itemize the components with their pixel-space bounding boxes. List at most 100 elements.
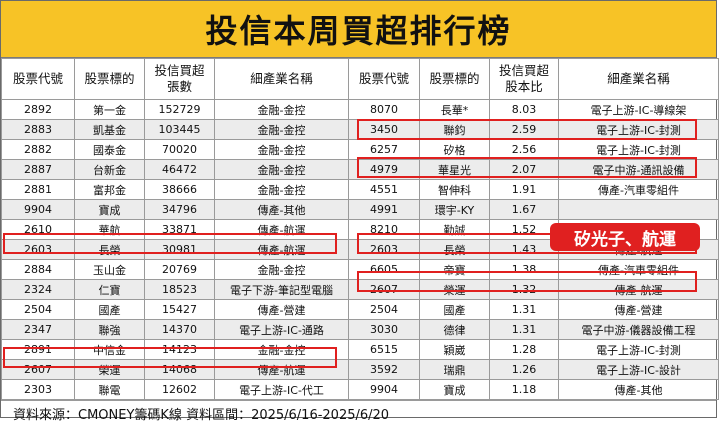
table-cell: 富邦金 bbox=[74, 179, 145, 200]
table-row: 2347 聯強 14370 電子上游-IC-通路 3030 德律 1.31 電子中游-儀器設備… bbox=[1, 319, 719, 340]
table-cell: 電子下游-筆記型電腦 bbox=[214, 279, 349, 300]
table-cell: 2.59 bbox=[489, 119, 559, 140]
table-cell: 勤誠 bbox=[419, 219, 490, 240]
theme-callout-label: 矽光子、航運 bbox=[550, 223, 700, 251]
table-row: 2881 富邦金 38666 金融-金控 4551 智伸科 1.91 傳產-汽車零組件 bbox=[1, 179, 719, 200]
table-cell: 金融-金控 bbox=[214, 99, 349, 120]
table-cell: 金融-金控 bbox=[214, 259, 349, 280]
table-cell: 2610 bbox=[1, 219, 75, 240]
table-cell: 6605 bbox=[348, 259, 420, 280]
table-cell: 國泰金 bbox=[74, 139, 145, 160]
table-cell: 電子上游-IC-封測 bbox=[558, 339, 719, 360]
table-cell: 傳產-營建 bbox=[214, 299, 349, 320]
table-cell: 1.67 bbox=[489, 199, 559, 220]
table-header-row: 股票代號 股票標的 投信買超 張數 細產業名稱 股票代號 股票標的 投信買超 股本比 細產業名… bbox=[1, 58, 719, 100]
column-header: 投信買超 股本比 bbox=[489, 58, 559, 100]
ranking-table: 股票代號 股票標的 投信買超 張數 細產業名稱 股票代號 股票標的 投信買超 股本比 細產業名… bbox=[1, 58, 719, 400]
table-cell: 1.38 bbox=[489, 259, 559, 280]
table-cell: 6257 bbox=[348, 139, 420, 160]
table-cell: 金融-金控 bbox=[214, 179, 349, 200]
table-cell: 電子上游-IC-通路 bbox=[214, 319, 349, 340]
table-cell: 70020 bbox=[144, 139, 215, 160]
table-cell: 2884 bbox=[1, 259, 75, 280]
table-cell: 金融-金控 bbox=[214, 159, 349, 180]
table-cell: 18523 bbox=[144, 279, 215, 300]
table-cell: 電子上游-IC-導線架 bbox=[558, 99, 719, 120]
table-cell: 電子中游-通訊設備 bbox=[558, 159, 719, 180]
table-cell: 2.07 bbox=[489, 159, 559, 180]
table-cell: 環宇-KY bbox=[419, 199, 490, 220]
table-cell: 1.26 bbox=[489, 359, 559, 380]
table-cell: 2891 bbox=[1, 339, 75, 360]
table-cell: 38666 bbox=[144, 179, 215, 200]
table-row: 2884 玉山金 20769 金融-金控 6605 帝寶 1.38 傳產-汽車零組件 bbox=[1, 259, 719, 280]
table-cell: 4979 bbox=[348, 159, 420, 180]
table-row: 2303 聯電 12602 電子上游-IC-代工 9904 寶成 1.18 傳產-其他 bbox=[1, 379, 719, 400]
table-cell: 傳產-航運 bbox=[214, 219, 349, 240]
table-cell: 榮運 bbox=[419, 279, 490, 300]
table-cell: 傳產-汽車零組件 bbox=[558, 259, 719, 280]
table-cell: 電子上游-IC-封測 bbox=[558, 119, 719, 140]
board-title: 投信本周買超排行榜 bbox=[1, 1, 716, 58]
table-cell: 8.03 bbox=[489, 99, 559, 120]
table-cell: 傳產-航運 bbox=[214, 239, 349, 260]
table-cell: 寶成 bbox=[74, 199, 145, 220]
table-cell bbox=[558, 199, 719, 220]
table-cell: 金融-金控 bbox=[214, 339, 349, 360]
table-cell: 仁寶 bbox=[74, 279, 145, 300]
table-cell: 14068 bbox=[144, 359, 215, 380]
table-row: 9904 寶成 34796 傳產-其他 4991 環宇-KY 1.67 bbox=[1, 199, 719, 220]
table-cell: 榮運 bbox=[74, 359, 145, 380]
table-cell: 傳產-營建 bbox=[558, 299, 719, 320]
table-cell: 傳產-航運 bbox=[558, 279, 719, 300]
table-cell: 電子上游-IC-封測 bbox=[558, 139, 719, 160]
table-cell: 智伸科 bbox=[419, 179, 490, 200]
table-row: 2324 仁寶 18523 電子下游-筆記型電腦 2607 榮運 1.32 傳產-航運 bbox=[1, 279, 719, 300]
table-cell: 長華* bbox=[419, 99, 490, 120]
table-cell: 2504 bbox=[1, 299, 75, 320]
table-cell: 1.31 bbox=[489, 299, 559, 320]
table-cell: 傳產-航運 bbox=[214, 359, 349, 380]
table-cell: 2607 bbox=[1, 359, 75, 380]
table-cell: 金融-金控 bbox=[214, 119, 349, 140]
table-cell: 長榮 bbox=[74, 239, 145, 260]
table-cell: 14123 bbox=[144, 339, 215, 360]
table-cell: 2324 bbox=[1, 279, 75, 300]
column-header: 細產業名稱 bbox=[558, 58, 719, 100]
table-cell: 華航 bbox=[74, 219, 145, 240]
table-cell: 14370 bbox=[144, 319, 215, 340]
table-cell: 矽格 bbox=[419, 139, 490, 160]
table-cell: 2883 bbox=[1, 119, 75, 140]
table-cell: 33871 bbox=[144, 219, 215, 240]
table-cell: 中信金 bbox=[74, 339, 145, 360]
table-cell: 2347 bbox=[1, 319, 75, 340]
table-row: 2887 台新金 46472 金融-金控 4979 華星光 2.07 電子中游-通訊設備 bbox=[1, 159, 719, 180]
table-cell: 金融-金控 bbox=[214, 139, 349, 160]
table-cell: 1.91 bbox=[489, 179, 559, 200]
table-cell: 寶成 bbox=[419, 379, 490, 400]
table-cell: 電子中游-儀器設備工程 bbox=[558, 319, 719, 340]
table-cell: 聯鈞 bbox=[419, 119, 490, 140]
column-header: 細產業名稱 bbox=[214, 58, 349, 100]
table-cell: 1.32 bbox=[489, 279, 559, 300]
column-header: 股票標的 bbox=[419, 58, 490, 100]
table-row: 2607 榮運 14068 傳產-航運 3592 瑞鼎 1.26 電子上游-IC-設計 bbox=[1, 359, 719, 380]
table-cell: 帝寶 bbox=[419, 259, 490, 280]
table-cell: 46472 bbox=[144, 159, 215, 180]
table-cell: 德律 bbox=[419, 319, 490, 340]
table-cell: 2303 bbox=[1, 379, 75, 400]
table-cell: 電子上游-IC-設計 bbox=[558, 359, 719, 380]
table-cell: 聯電 bbox=[74, 379, 145, 400]
table-cell: 國產 bbox=[74, 299, 145, 320]
table-cell: 20769 bbox=[144, 259, 215, 280]
table-cell: 2887 bbox=[1, 159, 75, 180]
table-cell: 1.43 bbox=[489, 239, 559, 260]
table-cell: 2882 bbox=[1, 139, 75, 160]
table-row: 2882 國泰金 70020 金融-金控 6257 矽格 2.56 電子上游-IC-封測 bbox=[1, 139, 719, 160]
table-cell: 4551 bbox=[348, 179, 420, 200]
table-cell: 3030 bbox=[348, 319, 420, 340]
table-cell: 華星光 bbox=[419, 159, 490, 180]
table-cell: 1.28 bbox=[489, 339, 559, 360]
table-row: 2504 國產 15427 傳產-營建 2504 國產 1.31 傳產-營建 bbox=[1, 299, 719, 320]
